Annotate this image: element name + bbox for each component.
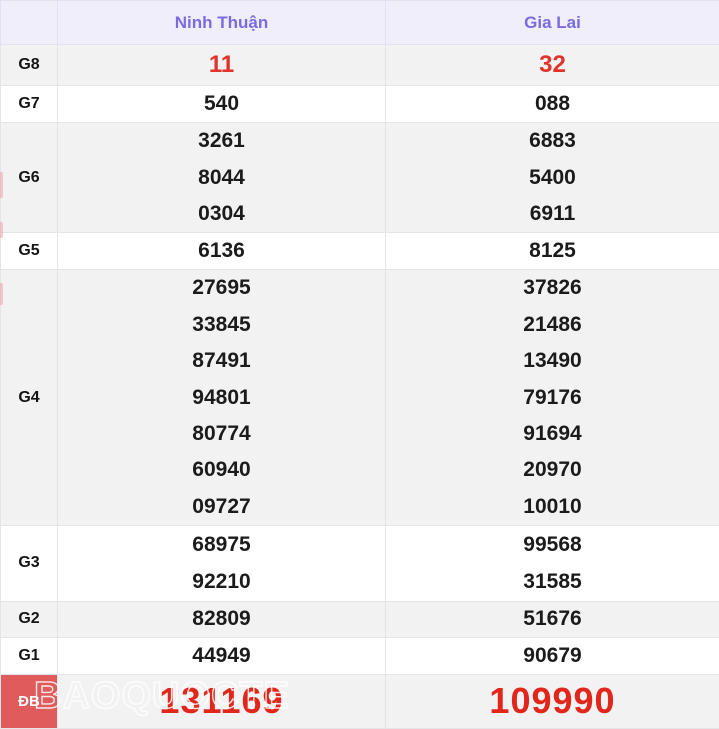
prize-number: 21486	[523, 312, 582, 336]
prize-number: 68975	[192, 532, 251, 556]
prize-row-G2: G2 82809 51676	[0, 600, 719, 638]
prize-number: 33845	[192, 312, 251, 336]
prize-number: 99568	[523, 532, 582, 556]
prize-row-DB: ĐB 131169 109990	[0, 673, 719, 729]
prize-values-G6-col0: 3261 8044 0304	[57, 121, 386, 234]
prize-number: 94801	[192, 385, 251, 409]
prize-values-G3-col0: 68975 92210	[57, 524, 386, 602]
prize-number: 0304	[198, 201, 245, 225]
prize-values-G7-col0: 540	[57, 85, 386, 123]
prize-number: 27695	[192, 276, 251, 300]
prize-number: 6911	[529, 201, 576, 225]
prize-values-G1-col1: 90679	[385, 636, 719, 675]
prize-number: 6883	[529, 129, 576, 153]
prize-values-G6-col1: 6883 5400 6911	[385, 121, 719, 234]
province-header-gia-lai[interactable]: Gia Lai	[385, 0, 719, 45]
prize-label-G6: G6	[0, 121, 58, 234]
prize-row-G7: G7 540 088	[0, 85, 719, 123]
prize-number: 10010	[523, 494, 582, 518]
prize-values-DB-col1: 109990	[385, 673, 719, 729]
prize-label-G4: G4	[0, 269, 58, 526]
prize-number: 5400	[529, 165, 576, 189]
prize-number: 11	[208, 51, 235, 78]
prize-column-header	[0, 0, 58, 45]
prize-number: 79176	[523, 385, 582, 409]
prize-number: 3261	[198, 129, 245, 153]
prize-values-G5-col1: 8125	[385, 232, 719, 271]
prize-number: 82809	[192, 607, 251, 631]
results-tbody: G8 11 32 G7 540 088 G6 3261 8044 0304 6883 5400 6911…	[0, 44, 719, 729]
prize-label-G8: G8	[0, 44, 58, 86]
prize-number: 90679	[523, 643, 582, 667]
prize-values-G2-col1: 51676	[385, 600, 719, 638]
prize-number: 131169	[159, 680, 284, 722]
prize-row-G5: G5 6136 8125	[0, 232, 719, 271]
province-header-ninh-thuan[interactable]: Ninh Thuận	[57, 0, 386, 45]
prize-number: 20970	[523, 458, 582, 482]
prize-row-G3: G3 68975 92210 99568 31585	[0, 524, 719, 602]
prize-number: 109990	[489, 680, 616, 722]
prize-number: 13490	[523, 349, 582, 373]
prize-label-G5: G5	[0, 232, 58, 271]
prize-number: 8044	[198, 165, 245, 189]
prize-number: 37826	[523, 276, 582, 300]
prize-number: 8125	[529, 239, 576, 263]
prize-label-G3: G3	[0, 524, 58, 602]
prize-number: 51676	[523, 607, 582, 631]
prize-number: 91694	[523, 421, 582, 445]
prize-values-DB-col0: 131169	[57, 673, 386, 729]
prize-number: 088	[534, 92, 571, 115]
prize-row-G4: G4 27695 33845 87491 94801 80774 60940 09727 378…	[0, 269, 719, 526]
prize-values-G7-col1: 088	[385, 85, 719, 123]
prize-number: 92210	[192, 569, 251, 593]
prize-number: 09727	[192, 494, 251, 518]
prize-row-G8: G8 11 32	[0, 44, 719, 86]
prize-label-G7: G7	[0, 85, 58, 123]
prize-values-G8-col1: 32	[385, 44, 719, 86]
prize-label-G2: G2	[0, 600, 58, 638]
prize-number: 80774	[192, 421, 251, 445]
prize-label-G1: G1	[0, 636, 58, 675]
prize-row-G6: G6 3261 8044 0304 6883 5400 6911	[0, 121, 719, 234]
prize-values-G1-col0: 44949	[57, 636, 386, 675]
prize-label-DB: ĐB	[0, 673, 58, 729]
prize-number: 540	[203, 92, 240, 115]
header-row: Ninh Thuận Gia Lai	[0, 0, 719, 45]
prize-values-G4-col1: 37826 21486 13490 79176 91694 20970 10010	[385, 269, 719, 526]
prize-values-G8-col0: 11	[57, 44, 386, 86]
prize-number: 87491	[192, 349, 251, 373]
prize-number: 6136	[198, 239, 245, 263]
prize-number: 32	[539, 51, 566, 78]
prize-values-G5-col0: 6136	[57, 232, 386, 271]
prize-number: 31585	[523, 569, 582, 593]
prize-values-G4-col0: 27695 33845 87491 94801 80774 60940 09727	[57, 269, 386, 526]
prize-number: 44949	[192, 643, 251, 667]
prize-row-G1: G1 44949 90679	[0, 636, 719, 675]
prize-values-G3-col1: 99568 31585	[385, 524, 719, 602]
prize-number: 60940	[192, 458, 251, 482]
prize-values-G2-col0: 82809	[57, 600, 386, 638]
